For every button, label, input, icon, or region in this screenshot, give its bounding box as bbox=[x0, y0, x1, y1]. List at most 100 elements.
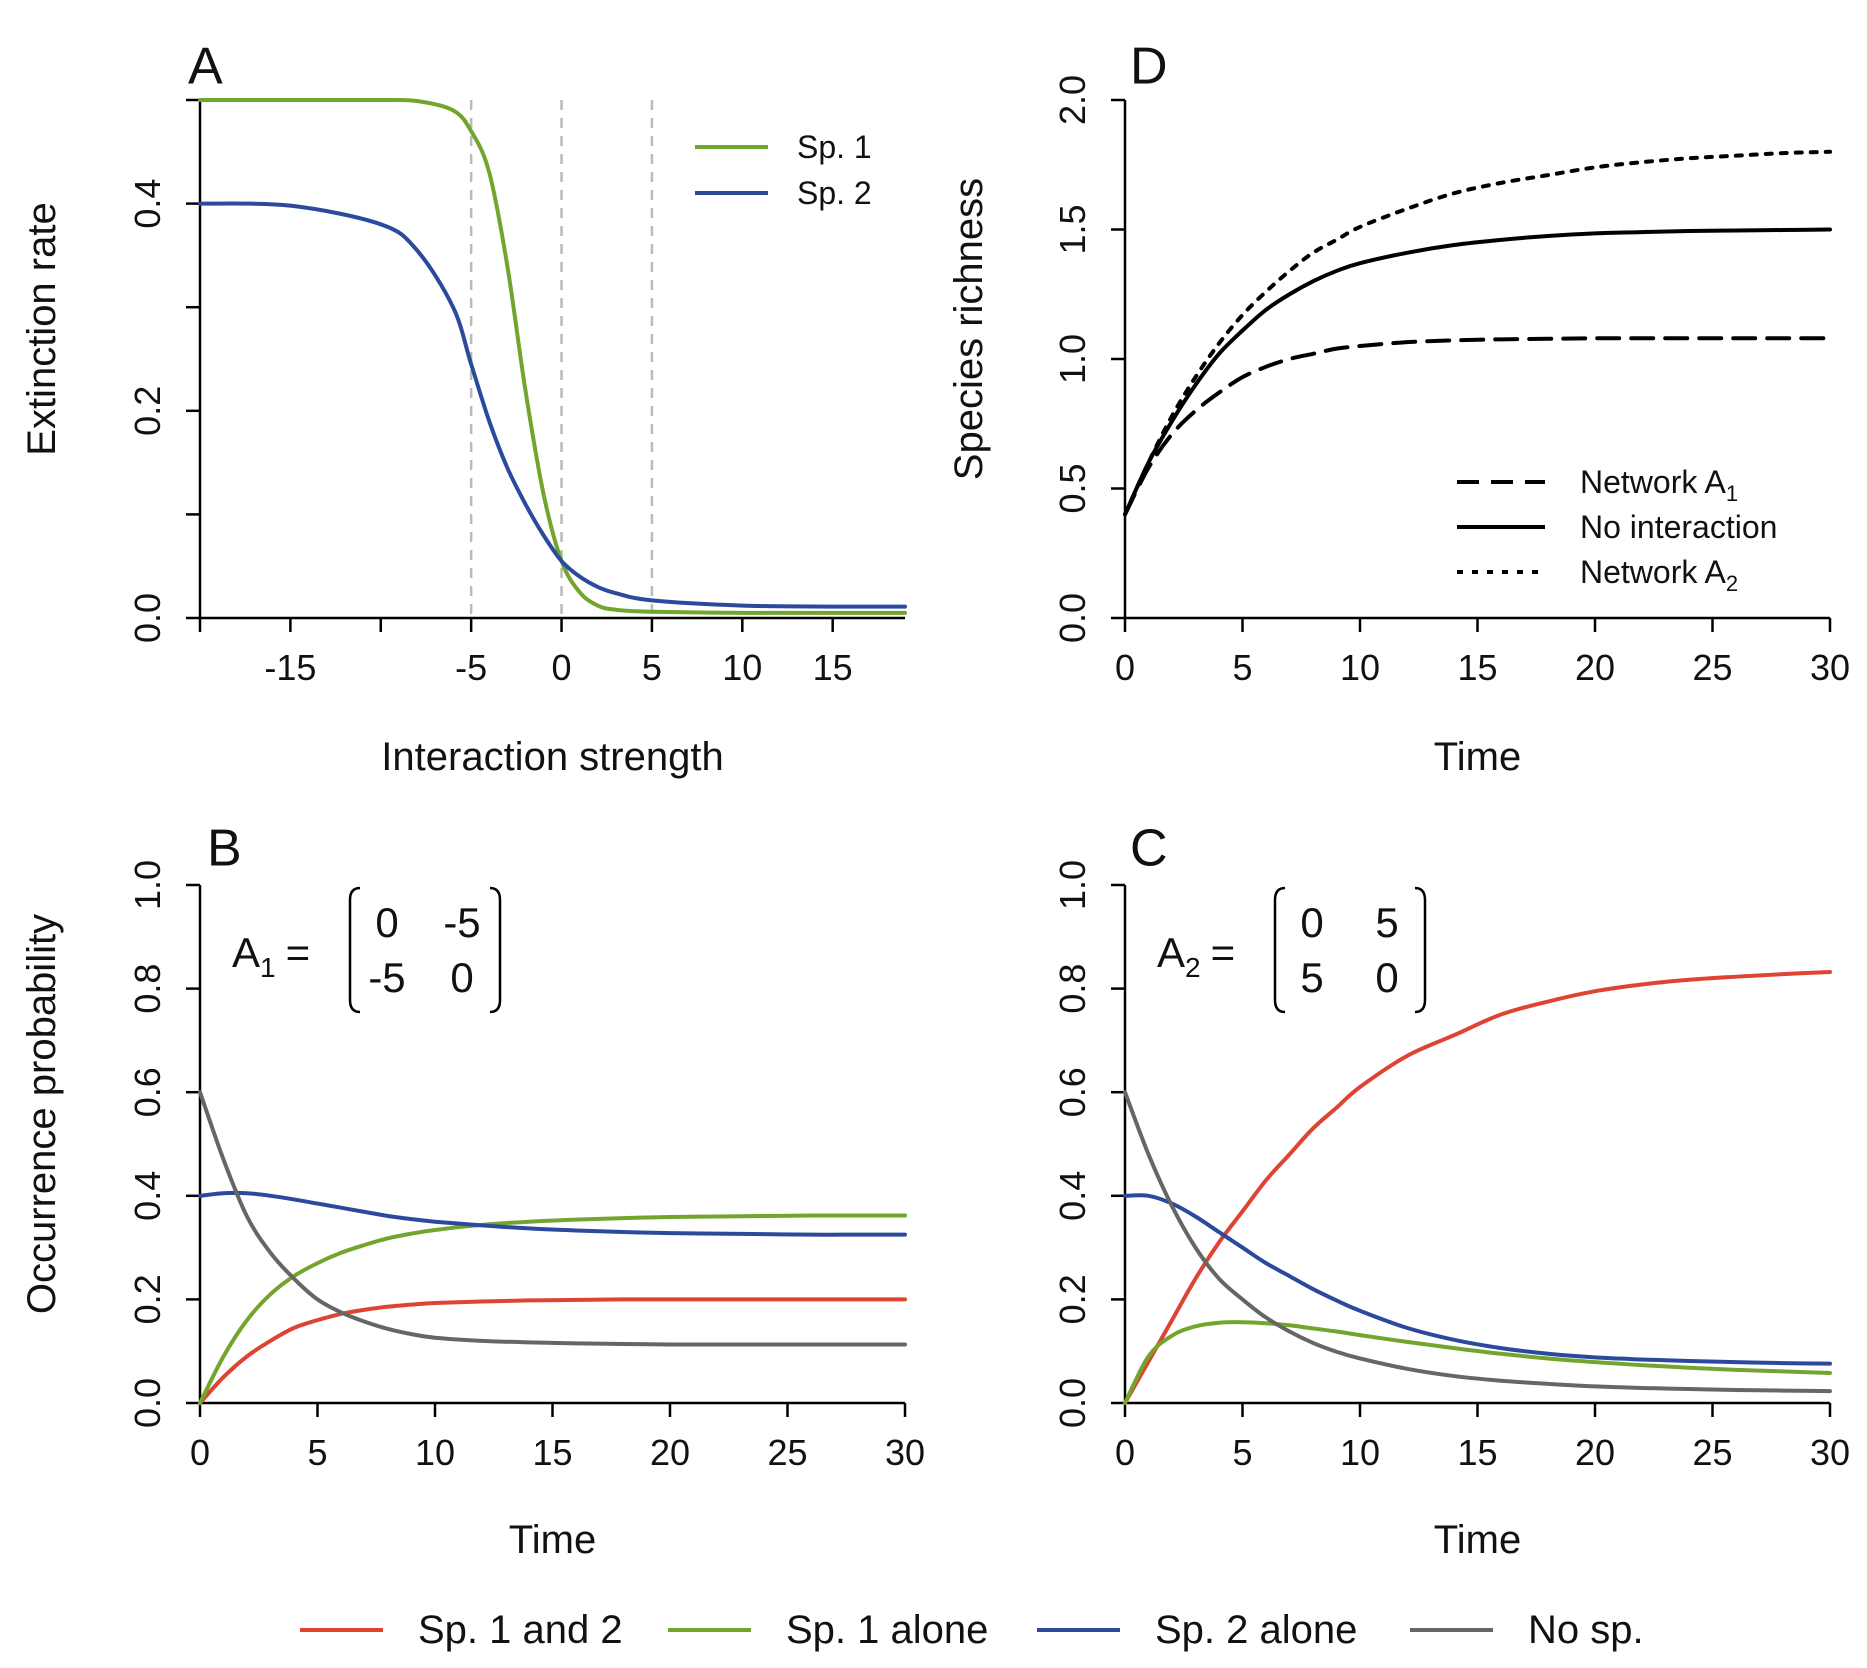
matrix-subscript: 2 bbox=[1185, 952, 1201, 983]
y-tick-label: 0.6 bbox=[127, 1067, 168, 1117]
x-tick-label: 10 bbox=[415, 1432, 455, 1473]
y-tick-label: 0.4 bbox=[127, 1171, 168, 1221]
series-line bbox=[198, 1190, 907, 1237]
x-tick-label: 15 bbox=[532, 1432, 572, 1473]
matrix-lhs: A1 = bbox=[232, 929, 310, 983]
y-tick-label: 0.0 bbox=[127, 1378, 168, 1428]
legend-label-text: No interaction bbox=[1580, 509, 1777, 545]
y-axis-title: Occurrence probability bbox=[20, 914, 64, 1314]
matrix-equals: = bbox=[286, 929, 311, 976]
panel-a: A -15 -5 0 5 10 15 0.0 0.2 0.4 Interaction strengt… bbox=[20, 38, 907, 779]
x-tick-label: 10 bbox=[722, 647, 762, 688]
y-tick-label: 0.0 bbox=[127, 593, 168, 643]
legend-label: Network A2 bbox=[1580, 554, 1738, 596]
interaction-matrix: A1 = 0 -5 -5 0 bbox=[232, 886, 502, 1014]
x-tick-label: 30 bbox=[1810, 1432, 1850, 1473]
matrix-right-bracket bbox=[489, 886, 502, 1014]
legend-label-subscript: 2 bbox=[1726, 571, 1738, 596]
x-tick-label: 5 bbox=[642, 647, 662, 688]
panel-letter: B bbox=[207, 820, 242, 878]
y-axis-title: Extinction rate bbox=[20, 202, 64, 455]
panel-d: D 0 5 10 15 20 25 30 0.0 0.5 1.0 1.5 2.0 Time Species … bbox=[947, 38, 1850, 779]
x-tick-label: 0 bbox=[190, 1432, 210, 1473]
series-line bbox=[1123, 227, 1832, 517]
x-tick-label: 15 bbox=[813, 647, 853, 688]
y-tick-label: 0.2 bbox=[1052, 1274, 1093, 1324]
series-line bbox=[198, 201, 907, 609]
x-tick-label: 20 bbox=[1575, 647, 1615, 688]
matrix-cell: 5 bbox=[1375, 899, 1398, 946]
series-line bbox=[1123, 1193, 1832, 1366]
x-tick-label: 20 bbox=[650, 1432, 690, 1473]
y-tick-label: 0.0 bbox=[1052, 1378, 1093, 1428]
y-tick-label: 0.8 bbox=[1052, 964, 1093, 1014]
matrix-cell: 5 bbox=[1300, 954, 1323, 1001]
matrix-symbol: A bbox=[1157, 929, 1185, 976]
matrix-cell: 0 bbox=[1375, 954, 1398, 1001]
legend-label: Sp. 1 alone bbox=[786, 1608, 988, 1652]
series-line bbox=[198, 1090, 907, 1347]
y-tick-label: 0.5 bbox=[1052, 463, 1093, 513]
y-tick-label: 0.4 bbox=[1052, 1171, 1093, 1221]
matrix-lhs: A2 = bbox=[1157, 929, 1235, 983]
x-axis-title: Time bbox=[1434, 1518, 1521, 1562]
x-axis-title: Time bbox=[1434, 735, 1521, 779]
x-tick-label: 0 bbox=[552, 647, 572, 688]
x-tick-label: 25 bbox=[1692, 1432, 1732, 1473]
y-tick-label: 0.8 bbox=[127, 964, 168, 1014]
x-tick-label: -15 bbox=[264, 647, 316, 688]
panel-b: B0 5 10 15 20 25 300.00.20.40.60.81.0TimeOccur… bbox=[20, 820, 925, 1562]
series-line bbox=[1123, 1320, 1832, 1405]
y-tick-label: 0.6 bbox=[1052, 1067, 1093, 1117]
bottom-legend: Sp. 1 and 2 Sp. 1 alone Sp. 2 alone No sp. bbox=[300, 1608, 1644, 1652]
series-line bbox=[1123, 970, 1832, 1405]
series-line bbox=[198, 97, 907, 615]
y-tick-label: 0.4 bbox=[127, 179, 168, 229]
matrix-equals: = bbox=[1211, 929, 1236, 976]
x-axis-title: Time bbox=[509, 1518, 596, 1562]
legend-label: No interaction bbox=[1580, 509, 1777, 545]
y-tick-label: 1.0 bbox=[1052, 334, 1093, 384]
y-tick-label: 1.0 bbox=[127, 860, 168, 910]
matrix-left-bracket bbox=[1273, 886, 1286, 1014]
matrix-subscript: 1 bbox=[260, 952, 276, 983]
series-line bbox=[1123, 336, 1832, 517]
x-tick-label: 30 bbox=[885, 1432, 925, 1473]
matrix-symbol: A bbox=[232, 929, 260, 976]
y-tick-label: 2.0 bbox=[1052, 75, 1093, 125]
x-tick-label: 20 bbox=[1575, 1432, 1615, 1473]
matrix-left-bracket bbox=[348, 886, 361, 1014]
x-tick-label: 5 bbox=[307, 1432, 327, 1473]
legend-label: Sp. 2 bbox=[797, 175, 872, 211]
matrix-right-bracket bbox=[1414, 886, 1427, 1014]
matrix-cell: 0 bbox=[375, 899, 398, 946]
x-tick-label: 25 bbox=[767, 1432, 807, 1473]
panel-letter: C bbox=[1130, 820, 1168, 878]
panel-letter: D bbox=[1130, 38, 1168, 96]
panel-c: C 0 5 10 15 20 25 30 0.0 0.2 0.4 0.6 0.8 1.0 Time A2 = 0 5… bbox=[1052, 820, 1850, 1562]
legend-label: Sp. 2 alone bbox=[1155, 1608, 1357, 1652]
x-tick-label: 5 bbox=[1232, 1432, 1252, 1473]
series-line bbox=[1123, 1090, 1832, 1394]
x-tick-label: 5 bbox=[1232, 647, 1252, 688]
legend-label: Sp. 1 bbox=[797, 129, 872, 165]
x-axis-title: Interaction strength bbox=[381, 735, 723, 779]
matrix-cell: -5 bbox=[443, 899, 480, 946]
y-tick-label: 0.0 bbox=[1052, 593, 1093, 643]
x-tick-label: 0 bbox=[1115, 647, 1135, 688]
x-tick-label: 0 bbox=[1115, 1432, 1135, 1473]
matrix-cell: 0 bbox=[450, 954, 473, 1001]
legend-label-text: Network A bbox=[1580, 464, 1726, 500]
series-line bbox=[198, 1297, 907, 1405]
y-tick-label: 1.5 bbox=[1052, 204, 1093, 254]
x-tick-label: 30 bbox=[1810, 647, 1850, 688]
y-tick-label: 0.2 bbox=[127, 1274, 168, 1324]
x-tick-label: 10 bbox=[1340, 1432, 1380, 1473]
legend-label: Sp. 1 and 2 bbox=[418, 1608, 623, 1652]
y-tick-label: 0.2 bbox=[127, 386, 168, 436]
x-tick-label: 15 bbox=[1457, 1432, 1497, 1473]
legend-label-text: Network A bbox=[1580, 554, 1726, 590]
x-tick-label: -5 bbox=[455, 647, 487, 688]
matrix-cell: 0 bbox=[1300, 899, 1323, 946]
